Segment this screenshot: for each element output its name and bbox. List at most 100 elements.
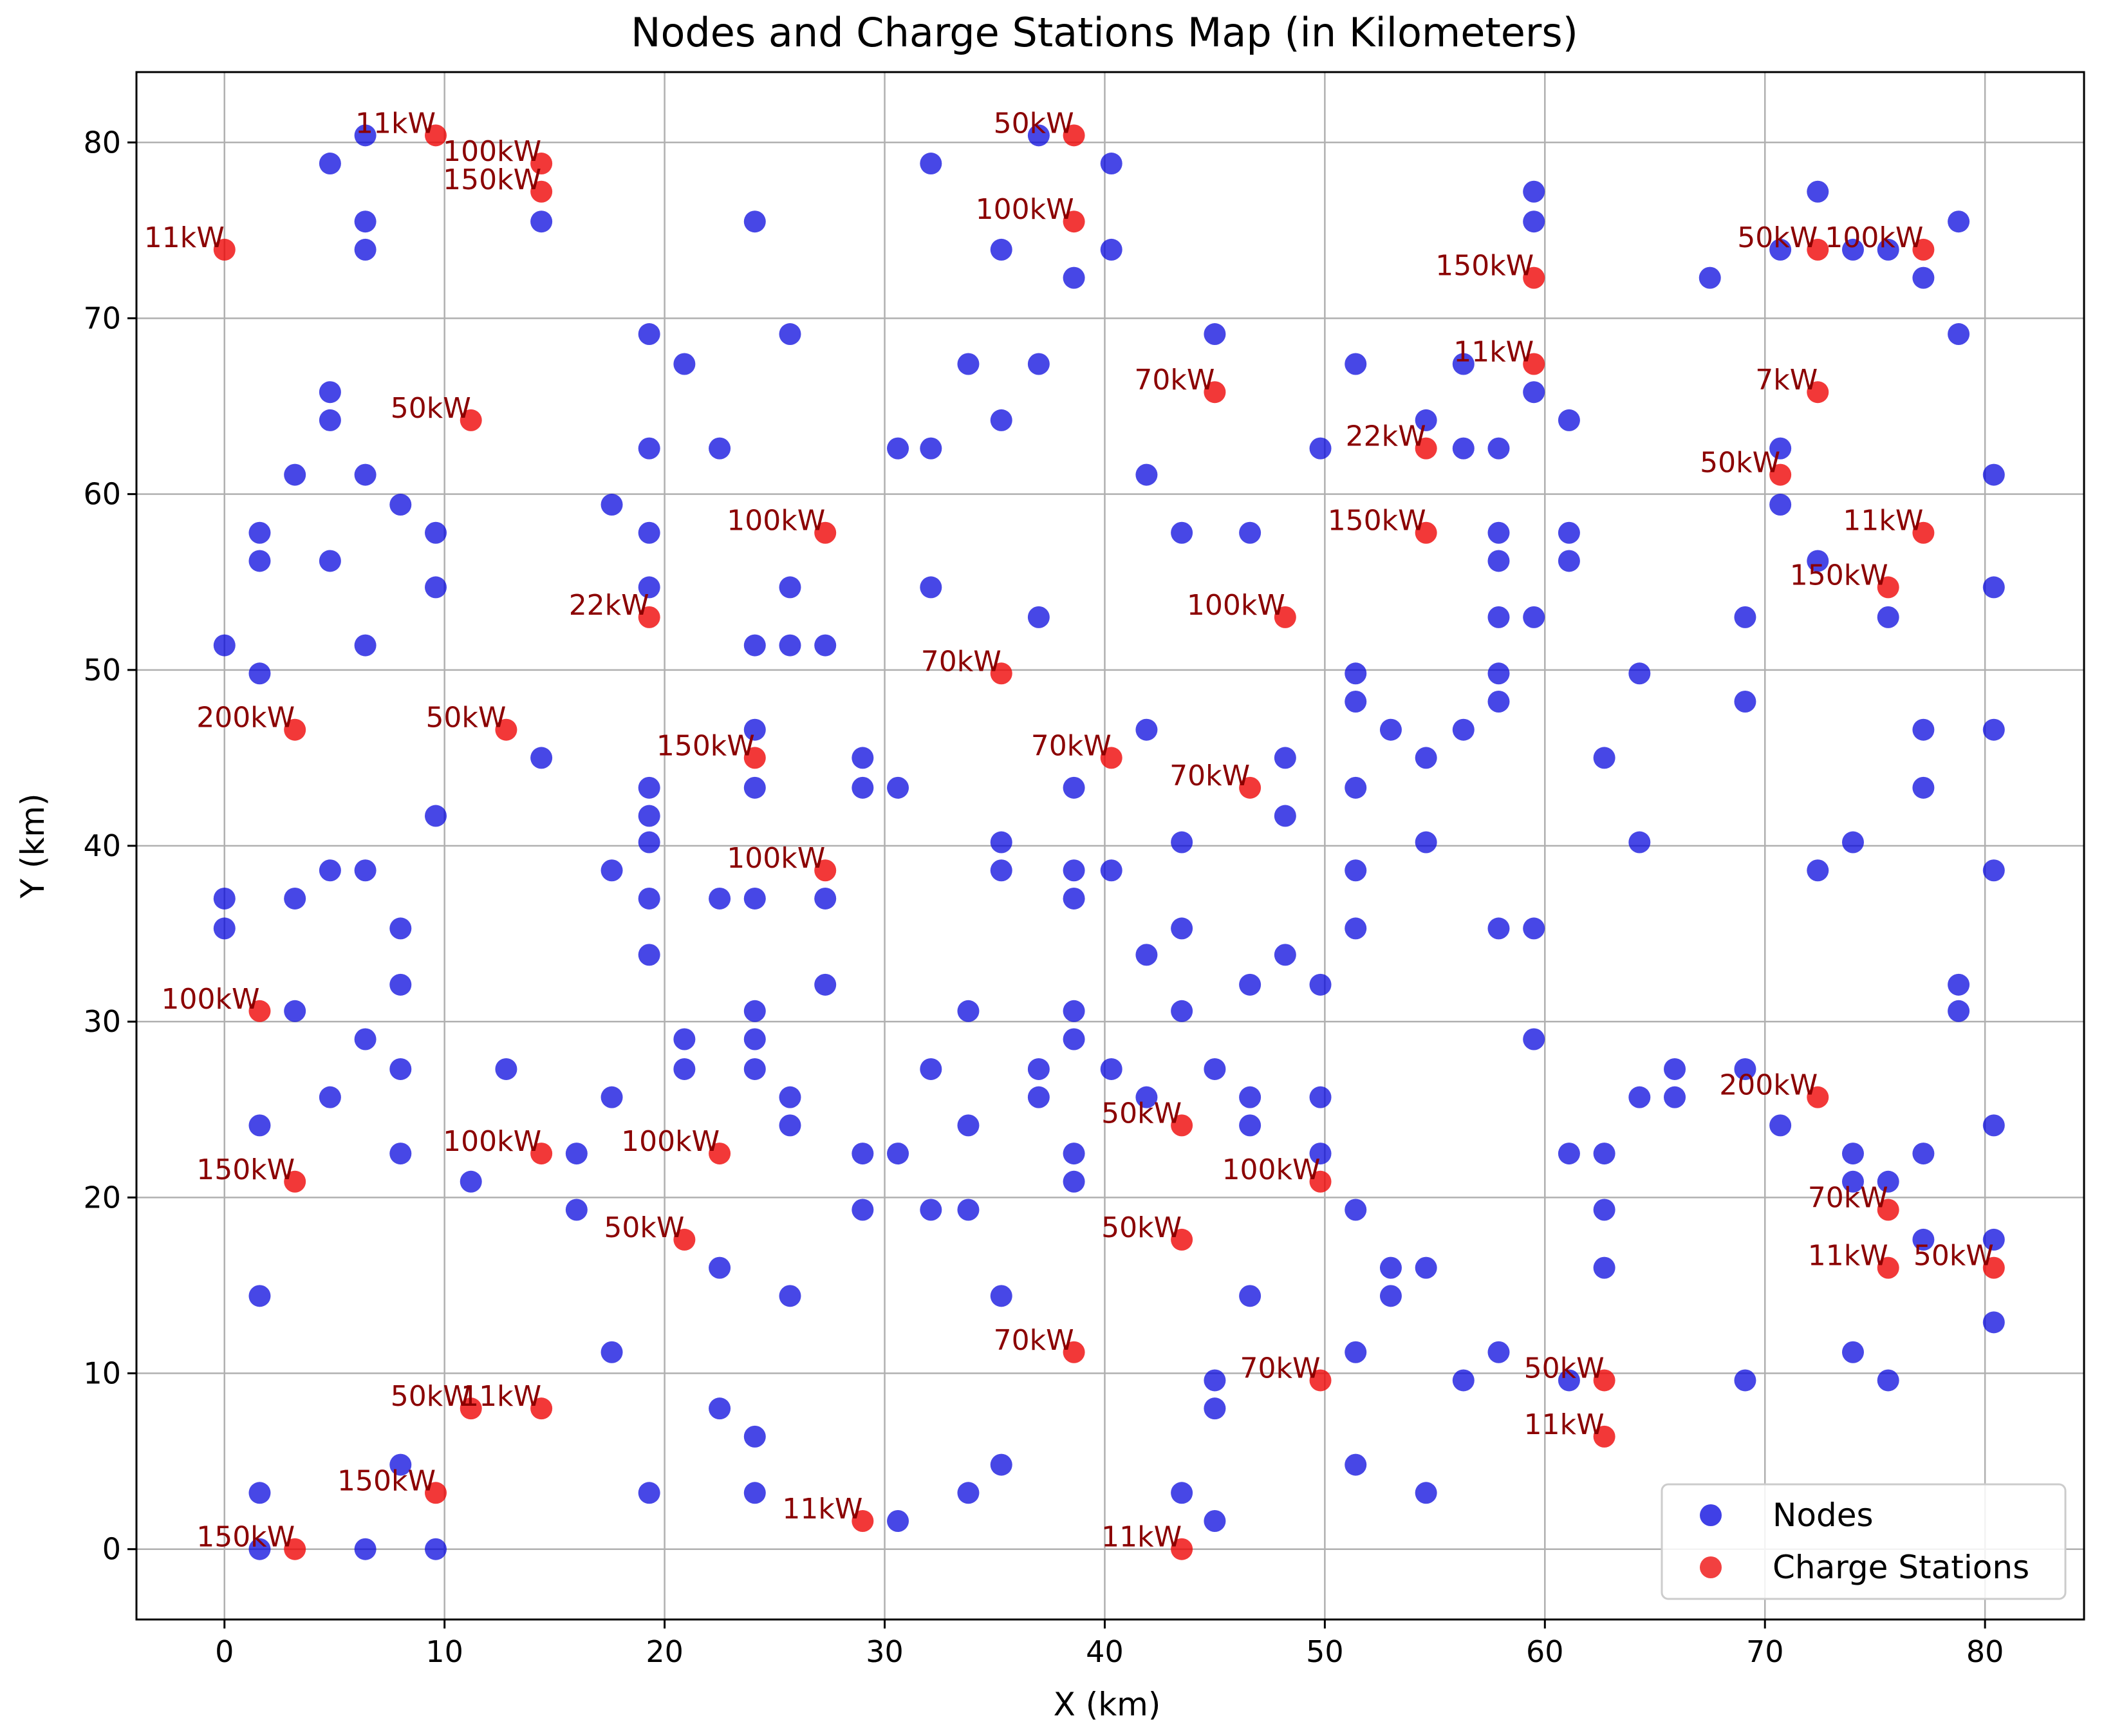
node-point [1664,1058,1686,1080]
node-point [495,1058,517,1080]
node-point [1027,353,1050,375]
charge-station-label: 50kW [391,1380,471,1413]
node-point [1912,1143,1935,1165]
charge-station-point [530,1143,553,1165]
node-point [284,887,306,910]
charge-station-point [743,747,766,769]
node-point [743,634,766,657]
legend: Nodes Charge Stations [1661,1483,2067,1600]
charge-station-label: 150kW [196,1153,295,1186]
node-point [814,634,837,657]
charge-station-point [814,521,837,544]
node-point [1063,1170,1085,1193]
node-point [1523,381,1545,404]
node-point [425,576,447,599]
charge-station-label: 50kW [1524,1352,1605,1385]
charge-station-label: 11kW [1101,1521,1182,1554]
charge-station-point [530,180,553,203]
charge-station-label: 100kW [162,983,260,1016]
node-point [1841,831,1864,854]
node-point [600,1341,623,1363]
node-point [990,238,1012,261]
node-point [887,437,909,460]
x-tick-label: 20 [646,1634,684,1669]
node-point [354,1028,377,1050]
charge-station-label: 22kW [1346,420,1426,453]
node-point [1877,606,1899,628]
node-point [1628,1086,1651,1108]
node-point [1239,1285,1261,1307]
charge-station-label: 7kW [1755,364,1818,397]
charge-station-point [284,1538,306,1560]
node-point [1982,1311,2005,1334]
x-tick-label: 50 [1306,1634,1344,1669]
node-point [709,437,731,460]
charge-station-label: 150kW [196,1521,295,1554]
node-point [1171,831,1193,854]
node-point [990,831,1012,854]
charge-station-point [814,859,837,882]
node-point [248,1538,271,1560]
charge-station-label: 50kW [1101,1211,1182,1244]
node-point [1841,1143,1864,1165]
node-point [1027,124,1050,147]
node-point [1345,353,1367,375]
node-point [1452,718,1475,741]
node-point [1309,437,1332,460]
charge-station-point [1523,266,1545,289]
node-point [1415,747,1437,769]
node-point [814,973,837,996]
node-point [1487,690,1510,713]
y-tick-label: 80 [83,125,121,160]
node-point [779,1086,801,1108]
node-point [673,1028,696,1050]
charge-station-point [1593,1369,1615,1392]
node-point [852,1143,874,1165]
charge-station-label: 100kW [976,193,1074,226]
node-point [425,521,447,544]
node-point [1063,1000,1085,1022]
charge-station-label: 11kW [1524,1408,1605,1441]
node-point [248,521,271,544]
charge-station-label: 150kW [1790,559,1888,592]
node-point [1171,1482,1193,1504]
node-point [990,859,1012,882]
legend-box [1661,1483,2067,1600]
node-point [1699,266,1721,289]
node-point [284,1000,306,1022]
node-point [1204,1058,1226,1080]
charge-station-label: 11kW [355,107,436,140]
charge-station-point [1415,437,1437,460]
node-point [213,887,236,910]
charge-station-point [638,606,660,628]
node-point [1135,1086,1158,1108]
node-point [1452,1369,1475,1392]
node-point [1593,1256,1615,1279]
charge-station-label: 100kW [621,1125,720,1158]
node-point [389,1143,412,1165]
charge-station-point [425,1482,447,1504]
charge-station-point [1171,1228,1193,1251]
node-point [1345,690,1367,713]
x-tick-label: 10 [425,1634,463,1669]
charge-station-point [1063,124,1085,147]
node-point [1239,1086,1261,1108]
charge-station-label: 150kW [1435,250,1534,283]
charge-station-point [530,153,553,175]
charge-station-label: 70kW [1169,760,1250,792]
node-point [1558,409,1580,431]
node-point [1628,831,1651,854]
node-point [1135,463,1158,486]
node-point [389,1058,412,1080]
charge-station-label: 70kW [1240,1352,1321,1385]
node-point [1912,718,1935,741]
charge-station-point [1309,1369,1332,1392]
node-point [1171,917,1193,940]
node-point [743,1058,766,1080]
node-point [1982,859,2005,882]
node-point [1912,776,1935,799]
node-point [1204,323,1226,346]
y-axis-ticks: 0 10 20 30 40 50 60 70 80 [83,125,136,1567]
node-point [389,973,412,996]
node-point [779,576,801,599]
